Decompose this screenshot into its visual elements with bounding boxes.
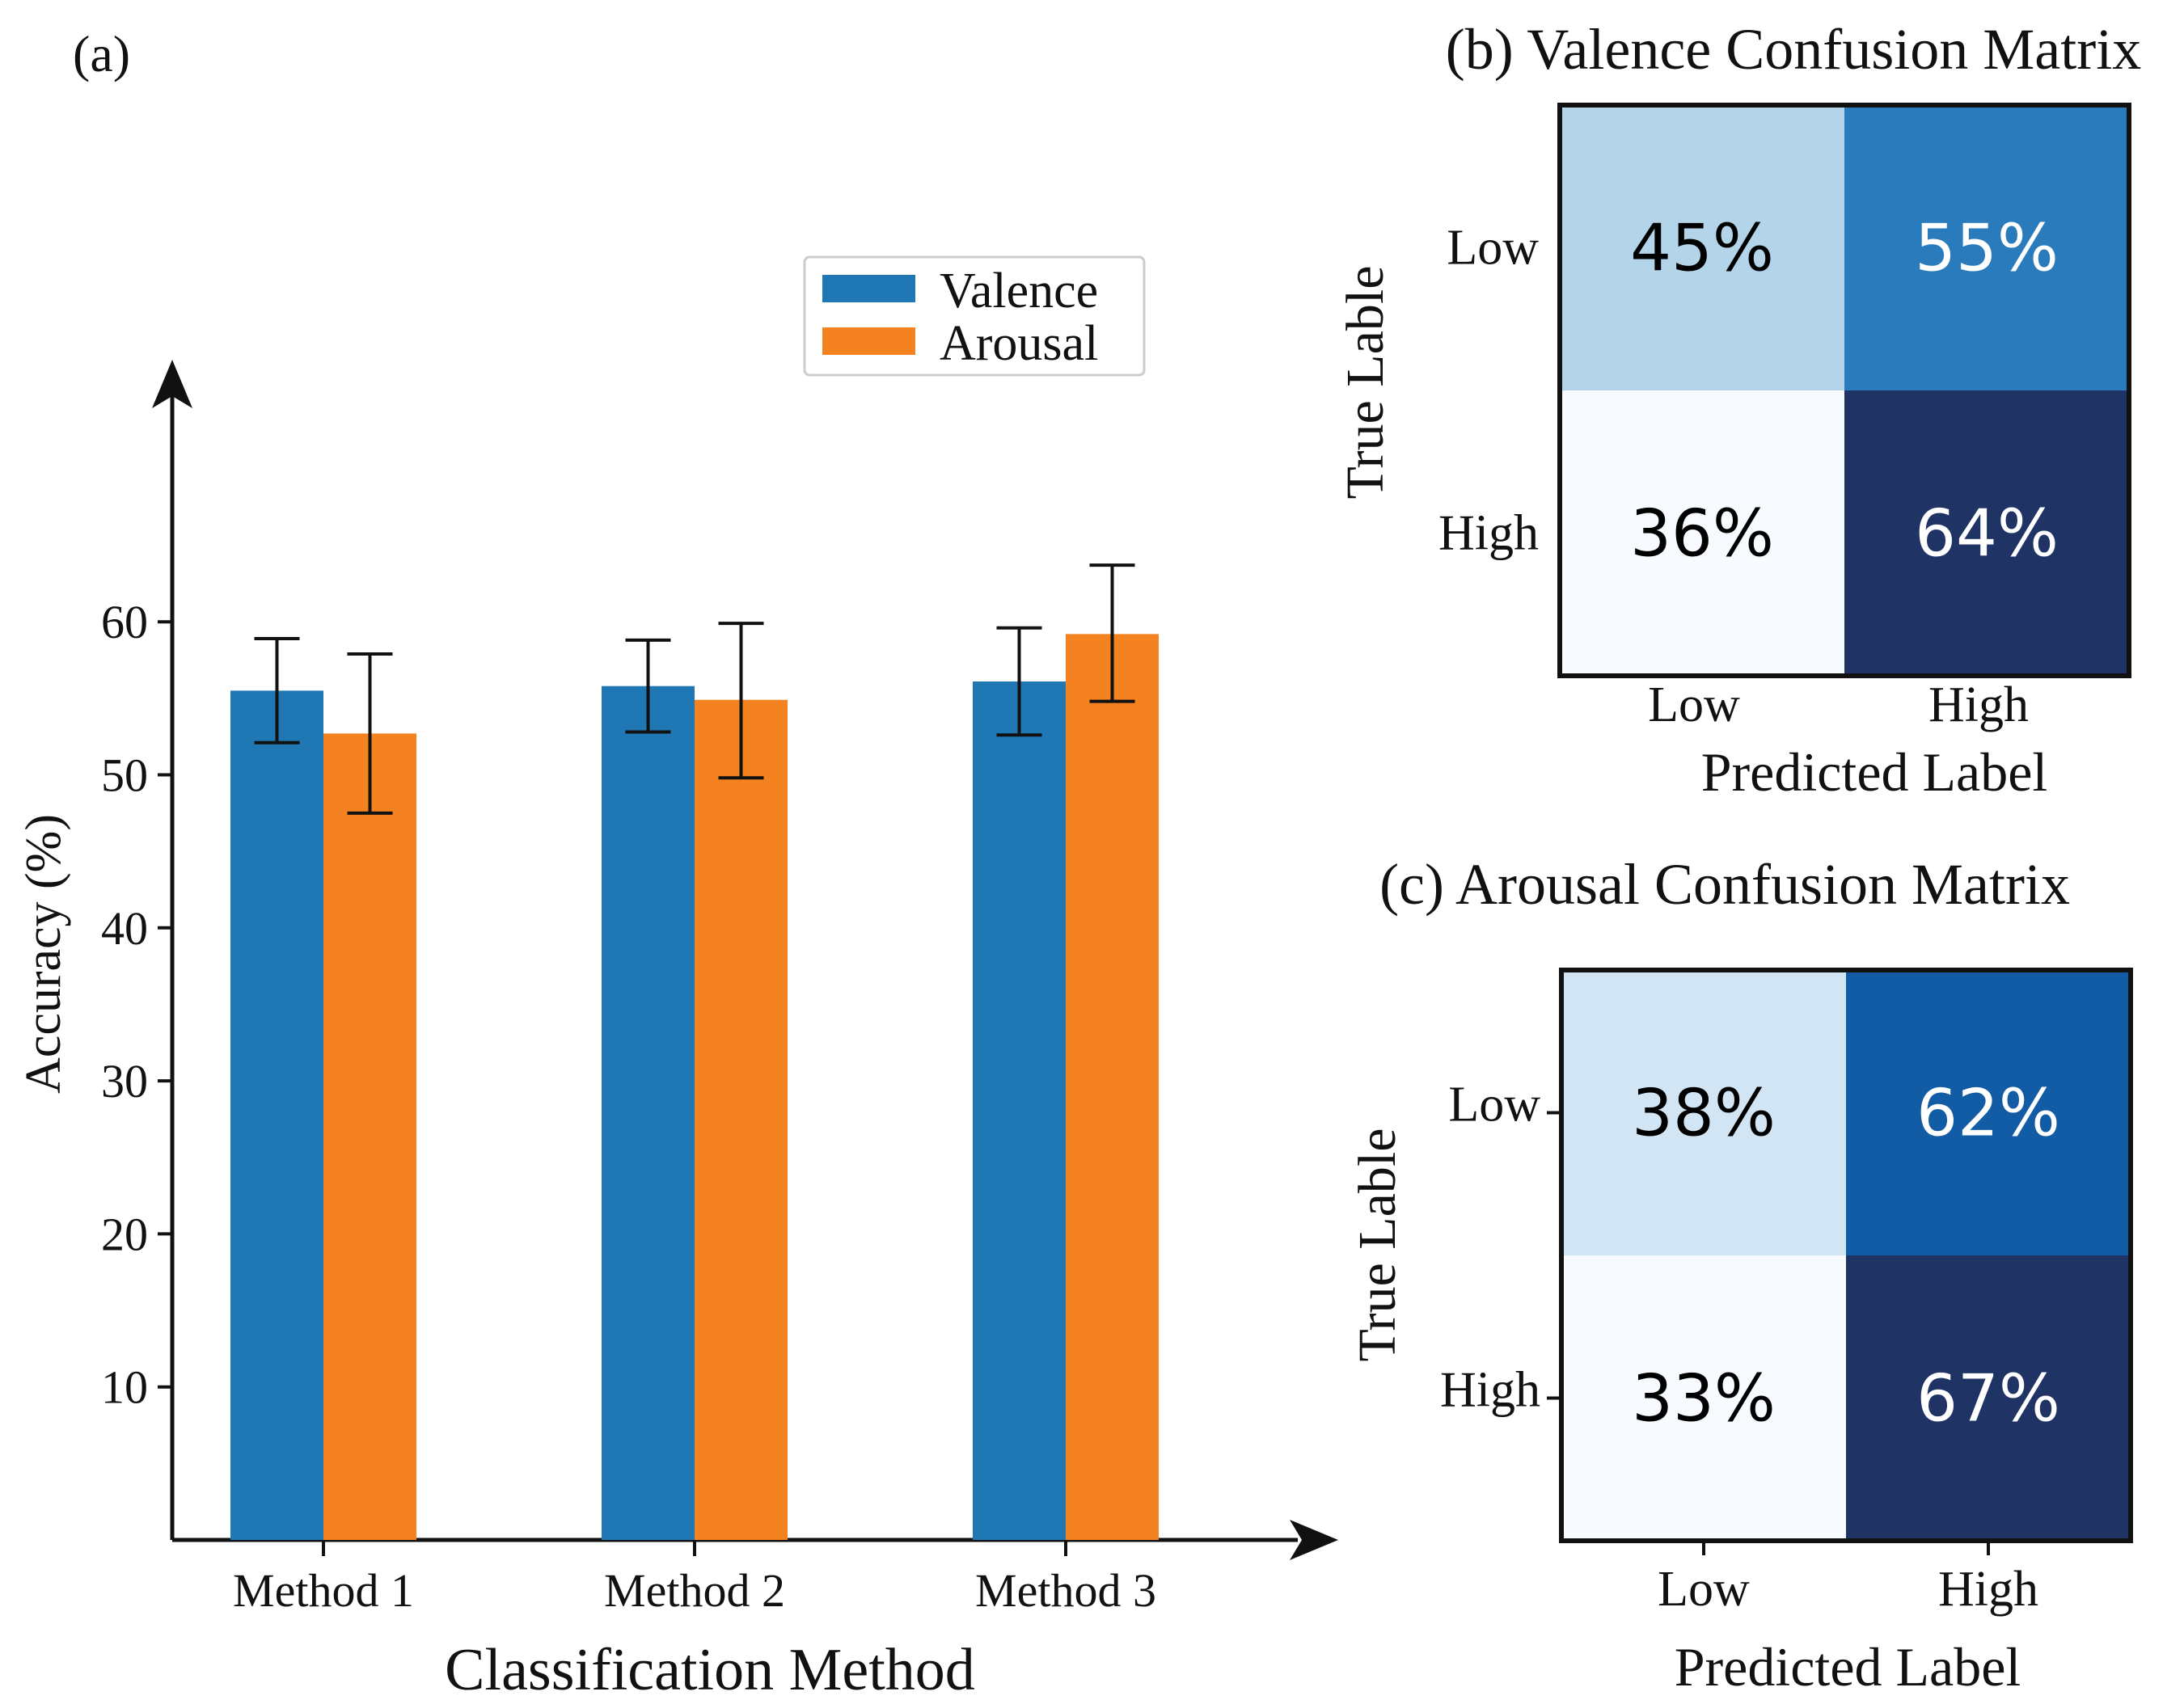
cell-label-low-high: 62% [1916,1076,2060,1151]
error-bar-arousal-method-2 [718,622,764,780]
y-ticks: 10 20 30 40 50 60 [101,596,172,1414]
y-tick-label-50: 50 [101,749,148,802]
arousal-matrix-ylabel: True Lable [1348,1128,1407,1361]
x-tick-label-high: High [1938,1562,2038,1617]
cell-low-high [1844,105,2129,390]
error-bar-valence-method-1 [254,637,300,745]
y-tick-label-60: 60 [101,596,148,648]
x-axis-arrow-icon [1290,1520,1338,1560]
valence-matrix-frame [1557,103,2131,678]
cell-high-low [1560,390,1844,676]
y-tick-label-20: 20 [101,1208,148,1260]
cell-high-high [1846,1255,2131,1541]
bar-valence-method-3 [973,681,1066,1540]
cell-label-high-low: 36% [1630,496,1774,572]
panel-label-a: (a) [73,25,130,82]
cell-low-low [1561,970,1846,1255]
y-tick-label-low: Low [1447,221,1539,276]
valence-confusion-matrix-panel: (b) Valence Confusion Matrix 45% 55% 36% 64… [1336,17,2141,803]
valence-matrix-xlabel: Predicted Label [1701,741,2048,803]
x-tick-label-method-3: Method 3 [975,1564,1156,1617]
x-tick-label-method-1: Method 1 [233,1564,414,1617]
error-bar-arousal-method-3 [1089,563,1135,703]
arousal-matrix-ticks: Low High Low High [1440,1078,2038,1618]
error-bar-arousal-method-1 [347,652,393,815]
error-bar-valence-method-3 [996,626,1042,737]
cell-low-low [1560,105,1844,390]
cell-label-high-low: 33% [1632,1361,1776,1436]
x-axis-title: Classification Method [445,1637,975,1700]
x-tick-label-low: Low [1658,1562,1750,1617]
bar-valence-method-1 [230,690,323,1540]
arousal-matrix-title: (c) Arousal Confusion Matrix [1379,852,2070,917]
y-tick-label-low: Low [1448,1078,1540,1133]
legend: Valence Arousal [803,255,1146,377]
error-bar-valence-method-2 [625,638,671,734]
legend-label-valence: Valence [940,264,1098,318]
y-axis-title: Accuracy (%) [16,814,71,1094]
cell-low-high [1846,970,2131,1255]
cell-label-low-high: 55% [1915,211,2059,286]
legend-swatch-valence [822,275,915,302]
x-tick-label-low: Low [1648,677,1740,732]
y-tick-label-30: 30 [101,1055,148,1107]
y-tick-label-10: 10 [101,1361,148,1414]
cell-label-low-low: 45% [1630,211,1774,286]
x-tick-label-high: High [1928,677,2029,732]
y-tick-label-40: 40 [101,902,148,955]
valence-matrix-ylabel: True Lable [1336,265,1395,499]
valence-matrix-cells: 45% 55% 36% 64% [1560,105,2129,676]
bar-arousal-method-2 [695,699,788,1541]
valence-matrix-title: (b) Valence Confusion Matrix [1446,17,2141,82]
cell-label-high-high: 64% [1915,496,2059,572]
x-ticks: Method 1 Method 2 Method 3 [233,1540,1156,1617]
x-tick-label-method-2: Method 2 [604,1564,785,1617]
cell-label-low-low: 38% [1632,1076,1776,1151]
bar-valence-method-2 [602,685,695,1540]
legend-swatch-arousal [822,327,915,355]
error-bars [254,563,1135,815]
arousal-matrix-xlabel: Predicted Label [1675,1636,2021,1698]
bar-arousal-method-1 [323,733,416,1540]
y-axis-arrow-icon [152,360,192,408]
y-tick-label-high: High [1440,1363,1540,1418]
arousal-matrix-frame [1559,968,2133,1543]
bars [230,634,1159,1541]
bar-arousal-method-3 [1066,634,1159,1540]
valence-matrix-ticks: Low High Low High [1438,221,2029,733]
arousal-confusion-matrix-panel: (c) Arousal Confusion Matrix 38% 62% 33% 67… [1348,852,2133,1698]
y-tick-label-high: High [1438,506,1539,561]
arousal-matrix-cells: 38% 62% 33% 67% [1561,970,2131,1541]
cell-label-high-high: 67% [1916,1361,2060,1436]
legend-label-arousal: Arousal [940,316,1098,371]
cell-high-low [1561,1255,1846,1541]
cell-high-high [1844,390,2129,676]
